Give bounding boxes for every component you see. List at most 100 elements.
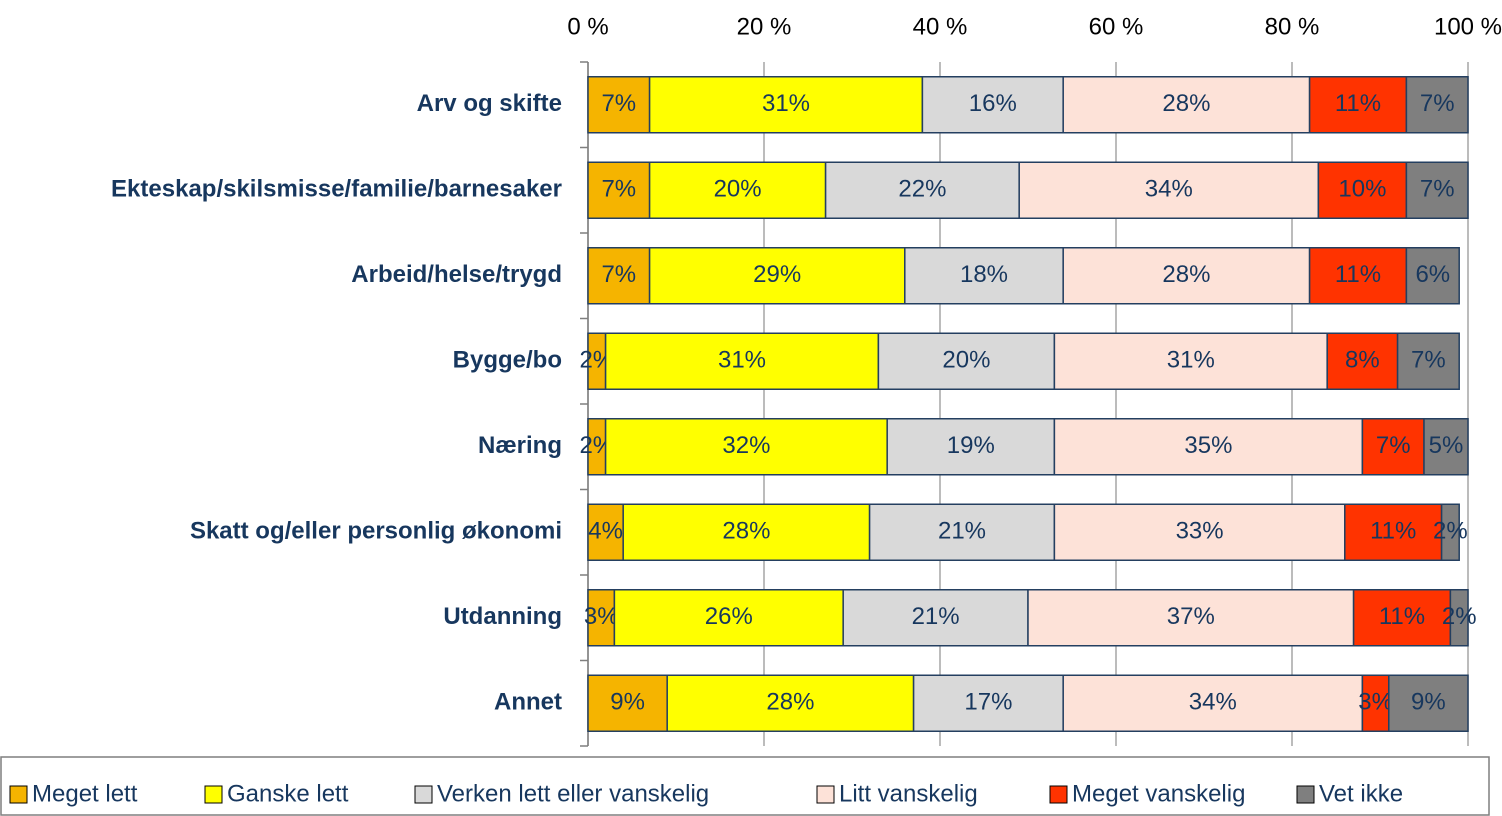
value-label: 21% — [912, 603, 960, 630]
bar-segment — [587, 76, 651, 134]
bar-segment — [1352, 589, 1452, 647]
bar-segment — [886, 418, 1056, 476]
value-label: 3% — [1358, 689, 1393, 716]
y-tick-label: Ekteskap/skilsmisse/familie/barnesaker — [111, 176, 562, 203]
bar-segment — [877, 332, 1056, 390]
y-tick-label: Skatt og/eller personlig økonomi — [190, 518, 562, 545]
bar-segment — [1053, 332, 1328, 390]
legend-label: Meget lett — [32, 780, 138, 807]
value-label: 28% — [1162, 90, 1210, 117]
x-tick-label: 0 % — [567, 13, 608, 40]
bar-segment — [1062, 76, 1311, 134]
bar-segment — [1405, 247, 1460, 305]
bar-segment — [648, 247, 906, 305]
value-label: 31% — [1167, 347, 1215, 374]
legend-label: Litt vanskelig — [839, 780, 978, 807]
value-label: 16% — [969, 90, 1017, 117]
legend-label: Verken lett eller vanskelig — [437, 780, 709, 807]
bar-segment — [1053, 503, 1346, 561]
bar-segment — [587, 161, 651, 219]
bar-segment — [1308, 76, 1408, 134]
bar-segment — [587, 503, 624, 561]
legend-swatch — [204, 785, 223, 804]
bar-segment — [666, 674, 915, 732]
value-label: 7% — [601, 90, 636, 117]
bar-segment — [1062, 674, 1364, 732]
value-label: 31% — [762, 90, 810, 117]
bar-segment — [1317, 161, 1408, 219]
x-tick-label: 20 % — [737, 13, 792, 40]
bar-segment — [587, 674, 668, 732]
value-label: 6% — [1415, 261, 1450, 288]
bar-segment — [622, 503, 871, 561]
bar-segment — [1361, 674, 1390, 732]
value-label: 4% — [588, 518, 623, 545]
value-label: 33% — [1176, 518, 1224, 545]
legend-label: Ganske lett — [227, 780, 349, 807]
value-label: 28% — [1162, 261, 1210, 288]
x-tick-label: 40 % — [913, 13, 968, 40]
value-label: 9% — [1411, 689, 1446, 716]
bar-segment — [648, 76, 924, 134]
value-label: 3% — [584, 603, 619, 630]
bar-segment — [912, 674, 1064, 732]
value-label: 7% — [1420, 90, 1455, 117]
bar-segment — [1449, 589, 1469, 647]
y-tick-label: Annet — [494, 689, 562, 716]
legend-swatch — [414, 785, 433, 804]
bar-segment — [613, 589, 844, 647]
value-label: 20% — [714, 176, 762, 203]
value-label: 10% — [1338, 176, 1386, 203]
bar-segment — [1344, 503, 1443, 561]
bar-segment — [1027, 589, 1355, 647]
value-label: 37% — [1167, 603, 1215, 630]
value-label: 31% — [718, 347, 766, 374]
bar-segment — [824, 161, 1020, 219]
value-label: 2% — [1442, 603, 1477, 630]
y-tick-label: Utdanning — [443, 603, 562, 630]
bar-segment — [1018, 161, 1320, 219]
bar-segment — [1053, 418, 1364, 476]
value-label: 11% — [1335, 261, 1381, 288]
value-label: 8% — [1345, 347, 1380, 374]
value-label: 35% — [1184, 432, 1232, 459]
y-tick-label: Arbeid/helse/trygd — [351, 261, 562, 288]
bar-segment — [1440, 503, 1460, 561]
value-label: 11% — [1379, 603, 1425, 630]
bar-segment — [1361, 418, 1425, 476]
bar-segment — [1388, 674, 1469, 732]
bar-segment — [904, 247, 1064, 305]
value-label: 7% — [1376, 432, 1411, 459]
bar-segment — [1405, 161, 1469, 219]
value-label: 5% — [1429, 432, 1464, 459]
bar-segment — [1326, 332, 1399, 390]
value-label: 2% — [1433, 518, 1468, 545]
value-label: 9% — [610, 689, 645, 716]
bar-segment — [1405, 76, 1469, 134]
value-label: 26% — [705, 603, 753, 630]
bar-segment — [648, 161, 827, 219]
legend-swatch — [1296, 785, 1315, 804]
bar-segment — [842, 589, 1029, 647]
bar-segment — [1423, 418, 1469, 476]
value-label: 28% — [766, 689, 814, 716]
y-tick-label: Arv og skifte — [417, 90, 562, 117]
value-label: 7% — [1411, 347, 1446, 374]
value-label: 29% — [753, 261, 801, 288]
value-label: 7% — [601, 261, 636, 288]
value-label: 17% — [964, 689, 1012, 716]
legend-box — [0, 756, 1490, 816]
value-label: 22% — [898, 176, 946, 203]
legend-label: Meget vanskelig — [1072, 780, 1245, 807]
bar-segment — [1396, 332, 1460, 390]
legend-label: Vet ikke — [1319, 780, 1403, 807]
y-tick-label: Bygge/bo — [453, 347, 562, 374]
value-label: 19% — [947, 432, 995, 459]
bar-segment — [604, 332, 880, 390]
value-label: 32% — [722, 432, 770, 459]
value-label: 11% — [1370, 518, 1416, 545]
legend-swatch — [1049, 785, 1068, 804]
bar-segment — [921, 76, 1064, 134]
legend-swatch — [816, 785, 835, 804]
